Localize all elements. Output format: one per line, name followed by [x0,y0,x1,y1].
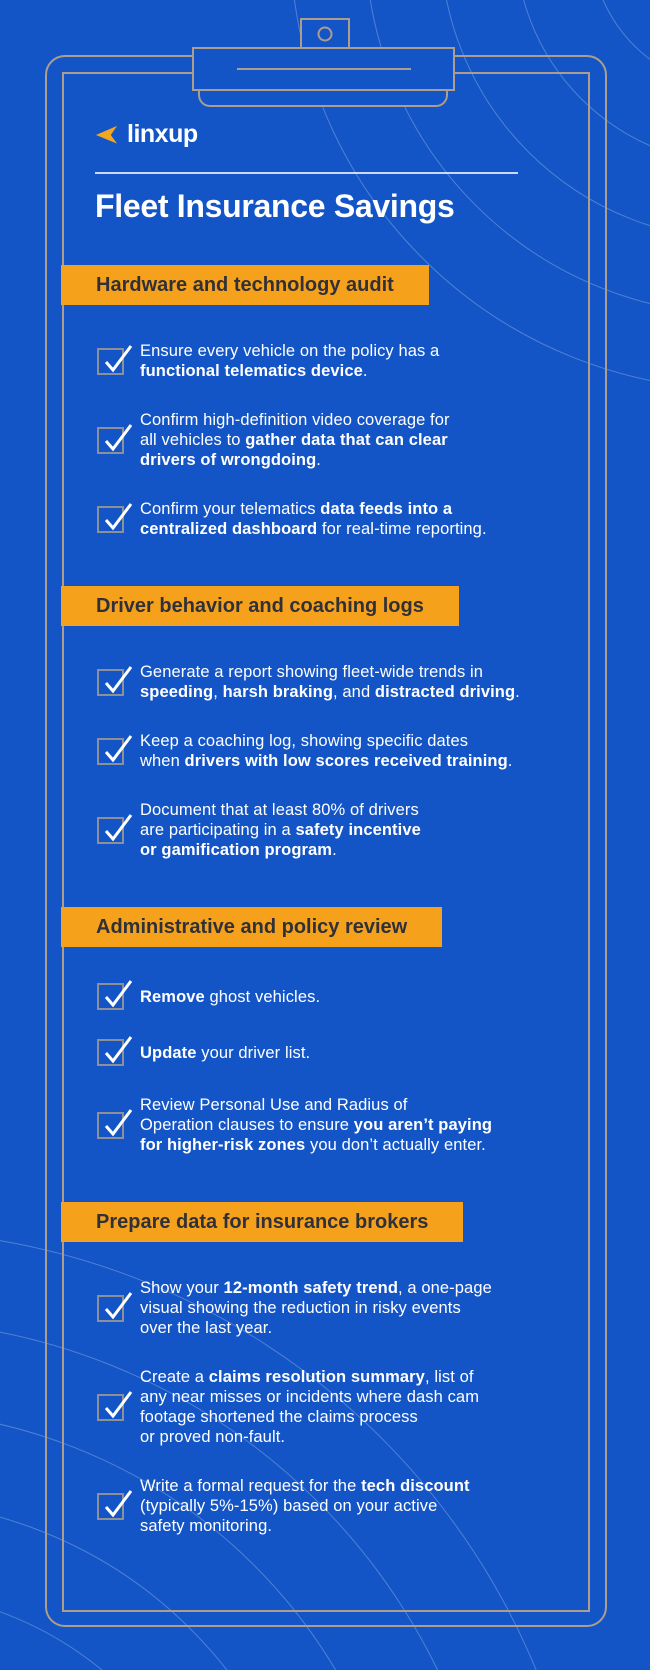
clipboard-clip-knob [300,18,350,49]
item-text: Show your 12-month safety trend, a one-p… [140,1279,492,1337]
checkbox-checked-icon[interactable] [97,734,133,765]
brand-text: linxup [127,119,198,148]
item-text: Remove ghost vehicles. [140,987,321,1006]
checklist-section: Driver behavior and coaching logs Generat… [61,586,556,860]
checkbox-checked-icon[interactable] [97,344,133,375]
checkbox-checked-icon[interactable] [97,423,133,454]
checklist-item: Confirm your telematics data feeds into … [97,499,556,539]
checklist-item: Keep a coaching log, showing specific da… [97,731,556,771]
section-header: Administrative and policy review [61,907,443,947]
section-items: Remove ghost vehicles. Update your driver… [97,980,556,1155]
item-text: Review Personal Use and Radius of Operati… [140,1096,493,1154]
item-text: Update your driver list. [140,1043,311,1062]
section-header: Hardware and technology audit [61,265,429,305]
section-items: Generate a report showing fleet-wide tre… [97,662,556,860]
clipboard-clip-tab [198,90,448,107]
item-text: Keep a coaching log, showing specific da… [140,732,513,770]
clip-line [237,68,411,70]
page-title: Fleet Insurance Savings [95,188,455,224]
checklist-item: Show your 12-month safety trend, a one-p… [97,1278,556,1338]
checklist-section: Hardware and technology audit Ensure ever… [61,265,556,539]
checklist-item: Review Personal Use and Radius of Operati… [97,1095,556,1155]
item-text: Ensure every vehicle on the policy has a… [140,342,440,380]
item-text: Create a claims resolution summary, list… [140,1368,480,1446]
linxup-logo: linxup [95,118,556,150]
checkbox-checked-icon[interactable] [97,1489,133,1520]
item-text: Document that at least 80% of drivers are… [140,801,421,859]
linxup-arrow-icon [95,125,118,144]
checklist-item: Confirm high-definition video coverage f… [97,410,556,470]
checklist-item: Write a formal request for the tech disc… [97,1476,556,1536]
checklist-item: Create a claims resolution summary, list… [97,1367,556,1447]
clip-hole-icon [317,26,333,41]
section-header: Driver behavior and coaching logs [61,586,459,626]
checkbox-checked-icon[interactable] [97,1108,133,1139]
checkbox-checked-icon[interactable] [97,1036,133,1066]
header-divider [95,172,518,174]
checklist-item: Document that at least 80% of drivers are… [97,800,556,860]
section-items: Show your 12-month safety trend, a one-p… [97,1278,556,1536]
checkbox-checked-icon[interactable] [97,1291,133,1322]
section-items: Ensure every vehicle on the policy has a… [97,341,556,539]
clipboard-clip-bar [192,47,455,91]
checklist-item: Generate a report showing fleet-wide tre… [97,662,556,702]
checklist-sections: Hardware and technology audit Ensure ever… [61,265,556,1536]
item-text: Confirm your telematics data feeds into … [140,500,487,538]
checkbox-checked-icon[interactable] [97,665,133,696]
section-header: Prepare data for insurance brokers [61,1202,464,1242]
checklist-section: Prepare data for insurance brokers Show y… [61,1202,556,1536]
clipboard-content: linxup Fleet Insurance Savings Hardware … [61,71,590,1583]
checklist-item: Remove ghost vehicles. [97,980,556,1010]
checkbox-checked-icon[interactable] [97,1390,133,1421]
checkbox-checked-icon[interactable] [97,980,133,1010]
checklist-section: Administrative and policy review Remove g… [61,907,556,1155]
item-text: Generate a report showing fleet-wide tre… [140,663,520,701]
checklist-item: Update your driver list. [97,1036,556,1066]
item-text: Confirm high-definition video coverage f… [140,411,450,469]
item-text: Write a formal request for the tech disc… [140,1477,470,1535]
checkbox-checked-icon[interactable] [97,813,133,844]
checklist-item: Ensure every vehicle on the policy has a… [97,341,556,381]
checkbox-checked-icon[interactable] [97,502,133,533]
